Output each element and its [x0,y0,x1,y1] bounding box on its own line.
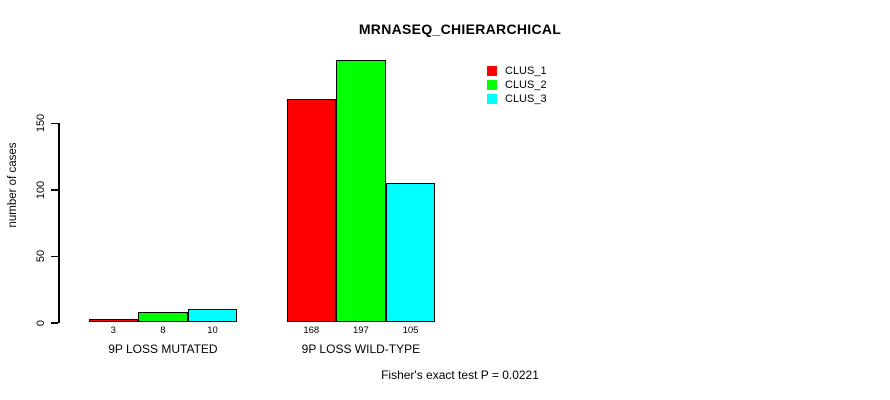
bar-clus_3-2 [385,182,436,323]
legend-item-label: CLUS_1 [505,65,547,77]
y-axis-tick [51,255,58,257]
y-axis-tick [51,189,58,191]
bar-value-label: 10 [207,324,218,336]
bar-clus_2-1 [138,311,188,323]
y-axis-tick-label: 50 [35,249,47,263]
legend: CLUS_1 CLUS_2 CLUS_3 [487,64,547,106]
legend-item-clus_2: CLUS_2 [487,78,547,92]
legend-item-label: CLUS_2 [505,79,547,91]
bar-value-label: 168 [303,324,320,336]
y-axis-tick-label: 0 [35,319,47,326]
legend-item-clus_1: CLUS_1 [487,64,547,78]
fisher-test-annotation: Fisher's exact test P = 0.0221 [381,368,539,382]
bar-value-label: 3 [110,324,116,336]
y-axis-tick [51,122,58,124]
y-axis-line [58,123,60,323]
category-label: 9P LOSS MUTATED [108,342,218,356]
y-axis-tick-label: 100 [35,180,47,199]
legend-swatch-icon [487,94,497,104]
bar-value-label: 197 [352,324,369,336]
legend-swatch-icon [487,66,497,76]
bar-clus_1-1 [88,318,139,323]
chart-title: MRNASEQ_CHIERARCHICAL [358,21,562,37]
y-axis-label: number of cases [7,142,19,228]
category-label: 9P LOSS WILD-TYPE [301,342,421,356]
bar-clus_2-2 [336,60,386,323]
y-axis-tick-label: 150 [35,113,47,133]
legend-swatch-icon [487,80,497,90]
bar-value-label: 105 [402,324,419,336]
bar-clus_1-2 [286,99,337,323]
bar-value-label: 8 [160,324,166,336]
legend-item-label: CLUS_3 [505,93,547,105]
bar-clus_3-1 [187,309,238,323]
y-axis-tick [51,322,58,324]
legend-item-clus_3: CLUS_3 [487,92,547,106]
